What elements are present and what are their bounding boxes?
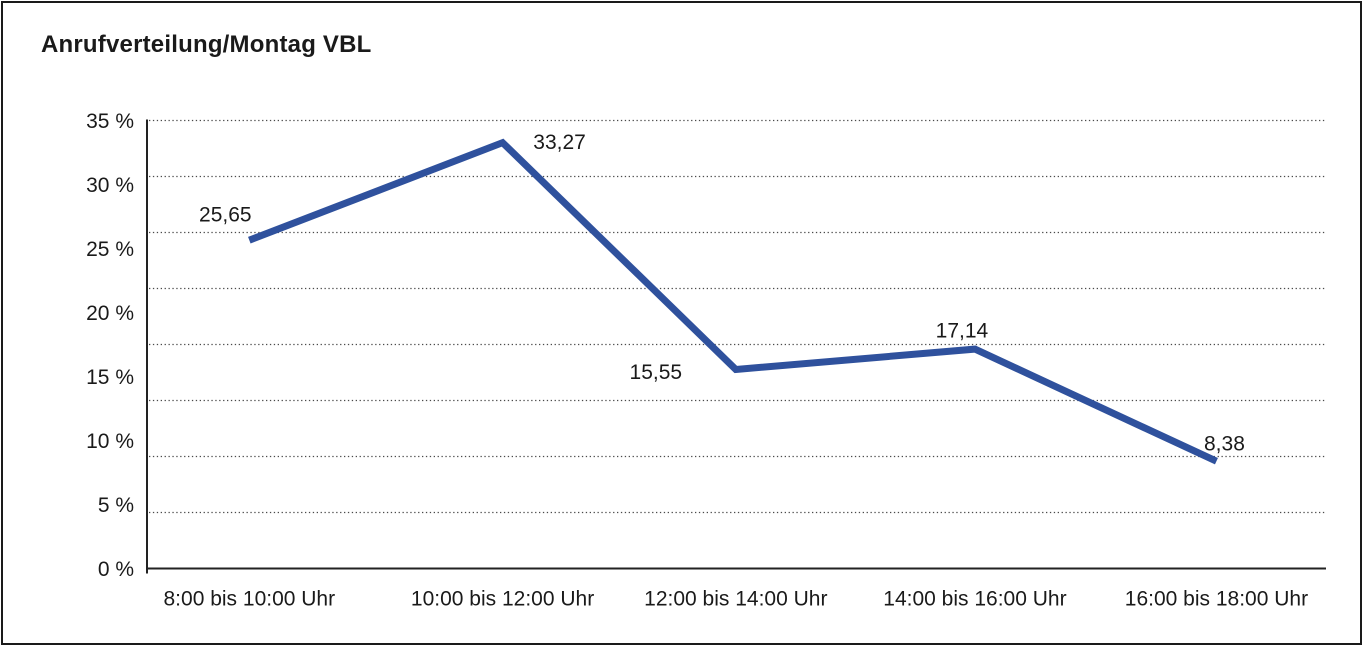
x-category-label: 12:00 bis 14:00 Uhr: [644, 588, 827, 611]
y-tick-label: 10 %: [86, 430, 134, 453]
y-tick-label: 25 %: [86, 238, 134, 261]
x-category-label: 8:00 bis 10:00 Uhr: [164, 588, 336, 611]
y-tick-label: 30 %: [86, 174, 134, 197]
y-tick-label: 20 %: [86, 302, 134, 325]
y-tick-label: 5 %: [98, 494, 134, 517]
x-category-label: 10:00 bis 12:00 Uhr: [411, 588, 594, 611]
y-tick-label: 35 %: [86, 110, 134, 133]
chart-title: Anrufverteilung/Montag VBL: [41, 31, 372, 58]
data-line: [248, 138, 1218, 465]
y-tick-label: 15 %: [86, 366, 134, 389]
value-label: 15,55: [630, 361, 683, 384]
value-label: 33,27: [533, 131, 586, 154]
y-tick-label: 0 %: [98, 558, 134, 581]
x-category-label: 14:00 bis 16:00 Uhr: [883, 588, 1066, 611]
value-label: 25,65: [199, 204, 252, 227]
line-chart-canvas: 35 % 30 % 25 % 20 % 15 % 10 % 5 % 0 % 8:00 bis 1…: [86, 110, 1326, 611]
x-category-label: 16:00 bis 18:00 Uhr: [1125, 588, 1308, 611]
value-label: 17,14: [936, 320, 989, 343]
value-label: 8,38: [1204, 433, 1245, 456]
